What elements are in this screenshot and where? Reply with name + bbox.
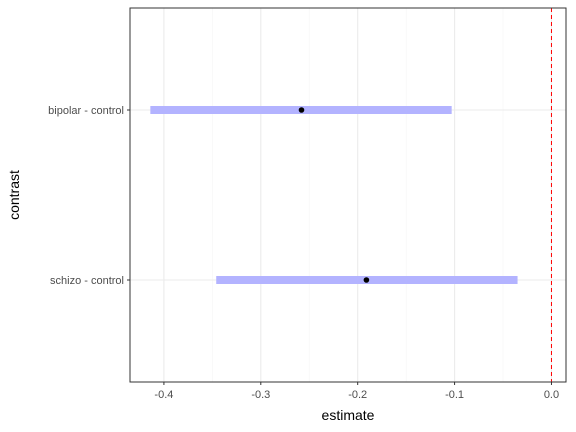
x-tick-label: -0.3 <box>251 389 270 401</box>
x-tick-label: 0.0 <box>544 389 559 401</box>
x-axis: -0.4 -0.3 -0.2 -0.1 0.0 <box>154 382 559 401</box>
x-tick-label: -0.4 <box>154 389 173 401</box>
y-tick-label: bipolar - control <box>48 105 124 117</box>
x-axis-title: estimate <box>322 407 375 423</box>
interval-layer <box>150 106 518 284</box>
y-axis: bipolar - control schizo - control <box>48 105 130 287</box>
y-tick-label: schizo - control <box>50 275 124 287</box>
minor-gridlines <box>212 8 504 382</box>
x-tick-label: -0.2 <box>348 389 367 401</box>
point-layer <box>298 107 370 283</box>
y-axis-title: contrast <box>6 170 22 220</box>
estimate-point <box>298 107 305 113</box>
x-tick-label: -0.1 <box>445 389 464 401</box>
major-gridlines <box>130 8 566 382</box>
panel-border <box>129 7 567 383</box>
estimate-point <box>363 277 370 283</box>
